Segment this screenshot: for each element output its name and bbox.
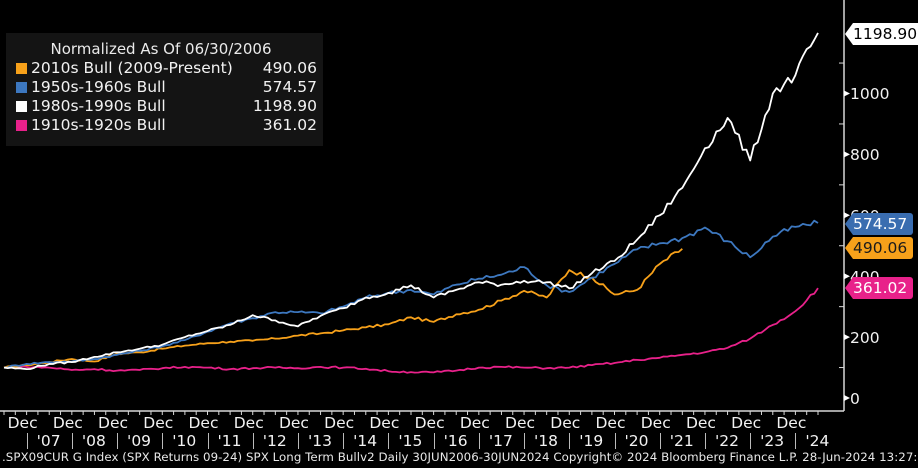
x-label-dec: Dec (52, 414, 83, 432)
last-value-tag-2010s: 490.06 (845, 237, 914, 259)
last-value-tag-1950s: 574.57 (845, 213, 914, 235)
year-separator (614, 433, 616, 449)
series-lines (3, 32, 819, 374)
legend-value: 574.57 (262, 78, 317, 96)
y-tick-0: 0 (850, 390, 860, 408)
x-label-year: '22 (714, 432, 739, 450)
x-label-year: '12 (262, 432, 287, 450)
year-separator (252, 433, 254, 449)
footer-source: .SPX09CUR G Index (SPX Returns 09-24) SP… (2, 450, 918, 464)
x-label-year: '16 (443, 432, 468, 450)
x-label-year: '11 (217, 432, 242, 450)
series-line-1950s-1960s-bull (4, 219, 819, 369)
y-tick-800: 800 (850, 146, 880, 164)
legend-value: 361.02 (262, 116, 317, 134)
year-separator (750, 433, 752, 449)
x-label-dec: Dec (324, 414, 355, 432)
legend: Normalized As Of 06/30/2006 2010s Bull (… (6, 33, 323, 146)
x-label-dec: Dec (414, 414, 445, 432)
pink-swatch-icon (16, 120, 27, 131)
x-label-dec: Dec (233, 414, 264, 432)
legend-value: 490.06 (262, 59, 317, 77)
year-separator (433, 433, 435, 449)
x-label-year: '24 (805, 432, 830, 450)
legend-item-2010s: 2010s Bull (2009-Present) 490.06 (16, 59, 323, 78)
legend-label: 1980s-1990s Bull (31, 97, 166, 115)
last-value-tag-1980s: 1198.90 (845, 23, 918, 45)
x-label-dec: Dec (550, 414, 581, 432)
year-separator (71, 433, 73, 449)
x-label-year: '19 (579, 432, 604, 450)
y-tick-marks (839, 62, 850, 401)
year-separator (795, 433, 797, 449)
x-label-year: '07 (36, 432, 61, 450)
year-separator (297, 433, 299, 449)
x-label-dec: Dec (143, 414, 174, 432)
x-tick-marks (3, 411, 819, 415)
x-label-dec: Dec (505, 414, 536, 432)
x-label-year: '17 (488, 432, 513, 450)
x-label-dec: Dec (98, 414, 129, 432)
x-label-year: '21 (669, 432, 694, 450)
legend-item-1980s: 1980s-1990s Bull 1198.90 (16, 97, 323, 116)
year-separator (343, 433, 345, 449)
series-line-2010s-bull-2009-present- (3, 248, 683, 369)
legend-item-1910s: 1910s-1920s Bull 361.02 (16, 116, 323, 135)
x-label-year: '13 (307, 432, 332, 450)
last-value-tag-1910s: 361.02 (845, 277, 914, 299)
x-label-dec: Dec (369, 414, 400, 432)
x-label-year: '20 (624, 432, 649, 450)
year-separator (26, 433, 28, 449)
x-label-year: '10 (172, 432, 197, 450)
year-separator (117, 433, 119, 449)
x-label-dec: Dec (278, 414, 309, 432)
legend-value: 1198.90 (252, 97, 317, 115)
series-line-1910s-1920s-bull (3, 287, 819, 374)
x-label-dec: Dec (685, 414, 716, 432)
x-label-dec: Dec (776, 414, 807, 432)
y-tick-1000: 1000 (850, 85, 890, 103)
year-separator (569, 433, 571, 449)
year-separator (478, 433, 480, 449)
legend-label: 1910s-1920s Bull (31, 116, 166, 134)
year-separator (524, 433, 526, 449)
y-tick-200: 200 (850, 329, 880, 347)
series-line-1980s-1990s-bull (3, 32, 819, 371)
year-separator (207, 433, 209, 449)
x-label-year: '14 (353, 432, 378, 450)
legend-item-1950s: 1950s-1960s Bull 574.57 (16, 78, 323, 97)
legend-label: 1950s-1960s Bull (31, 78, 166, 96)
x-label-dec: Dec (459, 414, 490, 432)
legend-label: 2010s Bull (2009-Present) (31, 59, 233, 77)
x-label-dec: Dec (7, 414, 38, 432)
white-swatch-icon (16, 101, 27, 112)
x-label-dec: Dec (731, 414, 762, 432)
blue-swatch-icon (16, 82, 27, 93)
x-label-year: '08 (81, 432, 106, 450)
year-separator (659, 433, 661, 449)
x-label-year: '23 (760, 432, 785, 450)
x-label-year: '15 (398, 432, 423, 450)
legend-title: Normalized As Of 06/30/2006 (50, 40, 272, 58)
x-label-dec: Dec (188, 414, 219, 432)
orange-swatch-icon (16, 63, 27, 74)
x-label-dec: Dec (595, 414, 626, 432)
year-separator (388, 433, 390, 449)
year-separator (704, 433, 706, 449)
x-label-year: '18 (534, 432, 559, 450)
year-separator (162, 433, 164, 449)
x-label-dec: Dec (640, 414, 671, 432)
x-label-year: '09 (127, 432, 152, 450)
